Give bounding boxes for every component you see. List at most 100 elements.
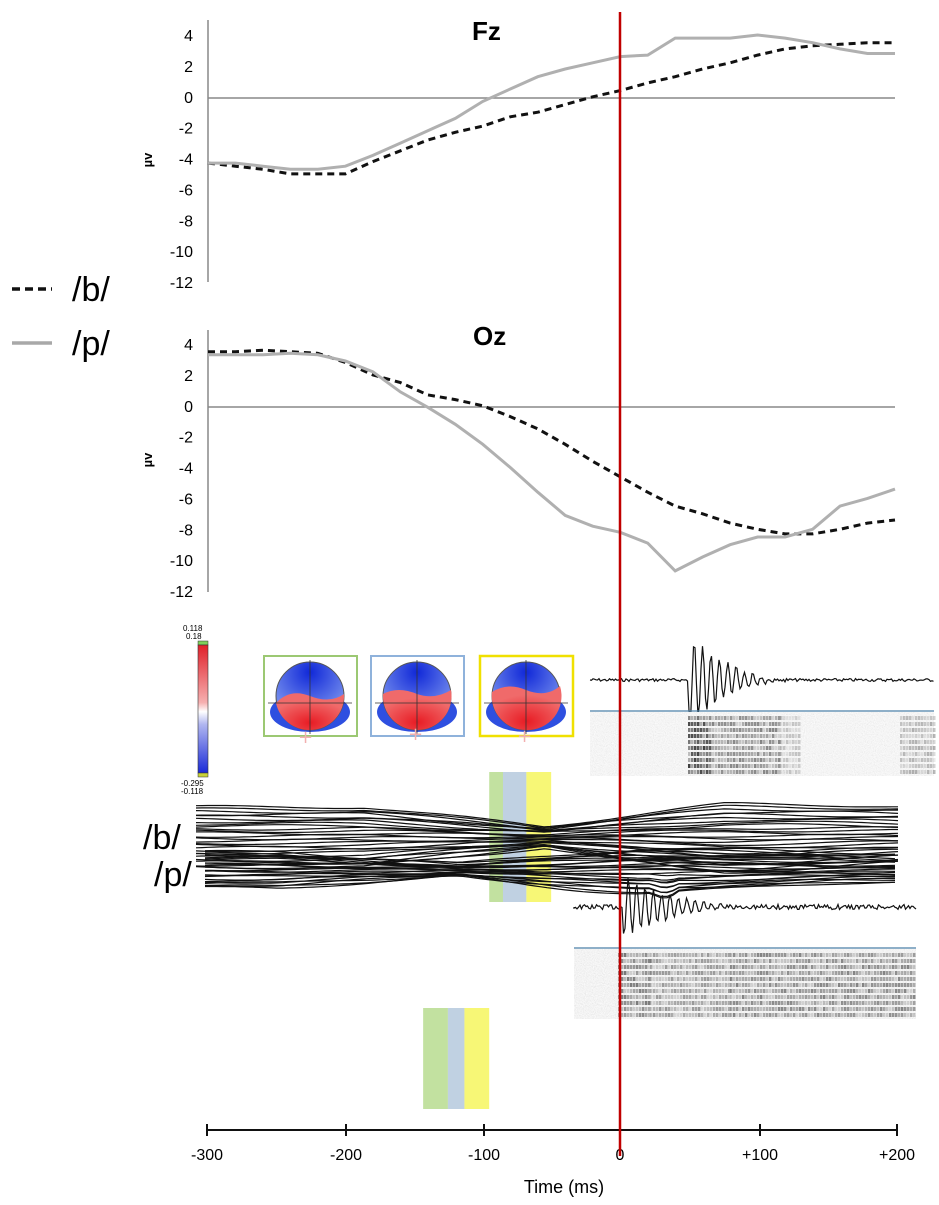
spectrogram-cell (704, 959, 707, 963)
spectrogram-cell (904, 989, 907, 993)
spectrogram-cell (769, 1001, 772, 1005)
spectrogram-cell (691, 752, 694, 756)
spectrogram-cell (880, 965, 883, 969)
spectrogram-cell (662, 959, 665, 963)
spectrogram-cell (733, 983, 736, 987)
spectrogram-cell (639, 983, 642, 987)
spectrogram-cell (900, 764, 903, 768)
spectrogram-cell (907, 983, 910, 987)
spectrogram-cell (736, 959, 739, 963)
spectrogram-cell (706, 716, 709, 720)
spectrogram-cell (716, 965, 719, 969)
spectrogram-cell (921, 770, 924, 774)
spectrogram-cell (645, 965, 648, 969)
spectrogram-cell (719, 977, 722, 981)
spectrogram-cell (859, 953, 862, 957)
spectrogram-cell (901, 959, 904, 963)
spectrogram-cell (713, 989, 716, 993)
spectrogram-cell (907, 959, 910, 963)
spectrogram-cell (889, 1001, 892, 1005)
spectrogram-cell (733, 734, 736, 738)
spectrogram-cell (798, 728, 801, 732)
spectrogram-cell (653, 971, 656, 975)
spectrogram-cell (805, 1001, 808, 1005)
spectrogram-cell (910, 995, 913, 999)
spectrogram-cell (835, 959, 838, 963)
spectrogram-cell (808, 995, 811, 999)
spectrogram-cell (823, 1007, 826, 1011)
spectrogram-cell (829, 983, 832, 987)
spectrogram-cell (677, 965, 680, 969)
spectrogram-cell (898, 983, 901, 987)
spectrogram-cell (892, 977, 895, 981)
spectrogram-cell (904, 1001, 907, 1005)
spectrogram-cell (710, 983, 713, 987)
spectrogram-cell (648, 971, 651, 975)
spectrogram-cell (739, 1001, 742, 1005)
spectrogram-cell (763, 989, 766, 993)
spectrogram-cell (847, 953, 850, 957)
spectrogram-cell (772, 953, 775, 957)
spectrogram-cell (701, 995, 704, 999)
spectrogram-cell (829, 989, 832, 993)
spectrogram-cell (630, 977, 633, 981)
spectrogram-cell (727, 758, 730, 762)
spectrogram-cell (730, 1007, 733, 1011)
spectrogram-cell (713, 959, 716, 963)
spectrogram-cell (913, 953, 916, 957)
spectrogram-cell (694, 716, 697, 720)
spectrogram-cell (817, 971, 820, 975)
spectrogram-cell (700, 734, 703, 738)
spectrogram-cell (730, 770, 733, 774)
spectrogram-cell (780, 764, 783, 768)
spectrogram-cell (796, 983, 799, 987)
spectrogram-cell (829, 995, 832, 999)
spectrogram-cell (700, 770, 703, 774)
spectrogram-cell (739, 734, 742, 738)
butterfly-trace (205, 874, 896, 899)
spectrogram-cell (832, 989, 835, 993)
spectrogram-cell (811, 983, 814, 987)
y-tick-label: -12 (170, 275, 193, 292)
spectrogram-cell (775, 722, 778, 726)
spectrogram-cell (692, 989, 695, 993)
spectrogram-cell (648, 1001, 651, 1005)
spectrogram-cell (715, 764, 718, 768)
spectrogram-cell (748, 734, 751, 738)
spectrogram-cell (811, 1013, 814, 1017)
spectrogram-cell (683, 959, 686, 963)
spectrogram-cell (754, 1013, 757, 1017)
spectrogram-cell (793, 965, 796, 969)
spectrogram-cell (698, 953, 701, 957)
spectrogram-cell (659, 965, 662, 969)
spectrogram-cell (728, 983, 731, 987)
spectrogram-cell (728, 989, 731, 993)
spectrogram-cell (748, 722, 751, 726)
spectrogram-cell (898, 1007, 901, 1011)
spectrogram-cell (868, 1007, 871, 1011)
spectrogram-cell (903, 740, 906, 744)
spectrogram-cell (787, 989, 790, 993)
spectrogram-cell (799, 983, 802, 987)
spectrogram-cell (736, 752, 739, 756)
spectrogram-cell (790, 983, 793, 987)
spectrogram-cell (680, 971, 683, 975)
spectrogram-cell (728, 995, 731, 999)
spectrogram-cell (691, 722, 694, 726)
spectrogram-cell (650, 953, 653, 957)
spectrogram-cell (820, 1007, 823, 1011)
spectrogram-cell (784, 971, 787, 975)
spectrogram-cell (918, 728, 921, 732)
spectrogram-cell (823, 1001, 826, 1005)
spectrogram-cell (760, 983, 763, 987)
spectrogram-cell (877, 1007, 880, 1011)
spectrogram-cell (775, 734, 778, 738)
spectrogram-cell (748, 953, 751, 957)
spectrogram-cell (933, 764, 936, 768)
spectrogram-cell (844, 989, 847, 993)
spectrogram-cell (739, 728, 742, 732)
spectrogram-cell (686, 1013, 689, 1017)
spectrogram-cell (790, 1001, 793, 1005)
spectrogram-cell (918, 734, 921, 738)
spectrogram-cell (757, 722, 760, 726)
